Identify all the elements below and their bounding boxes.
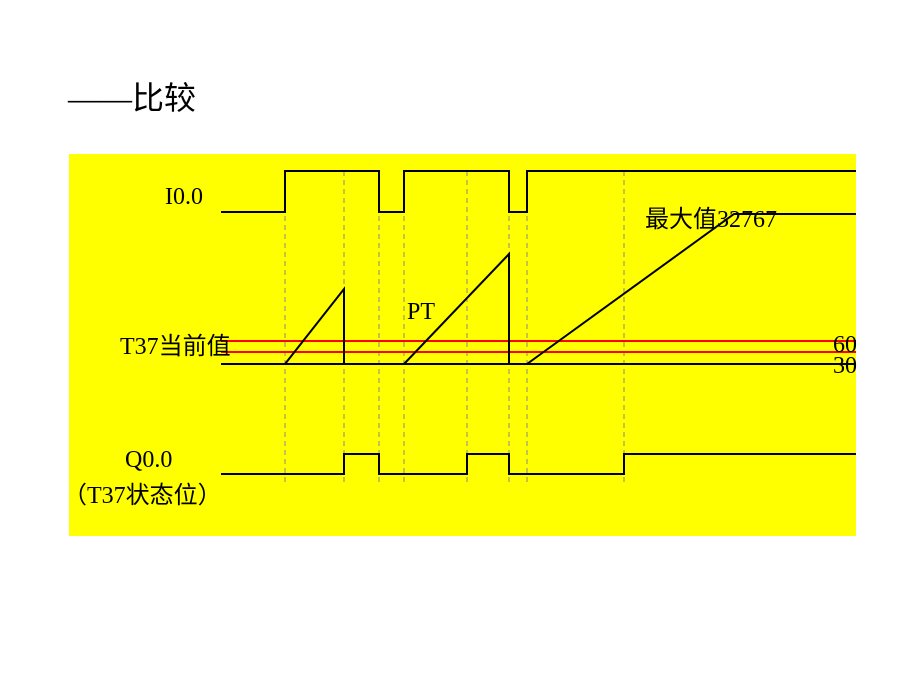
label-max: 最大值32767 <box>645 199 777 234</box>
label-pt: PT <box>407 299 435 326</box>
label-t37-status: （T37状态位） <box>63 475 222 510</box>
label-i00: I0.0 <box>165 184 203 211</box>
page-title: ——比较 <box>68 73 196 119</box>
label-q00: Q0.0 <box>125 447 172 474</box>
label-30: 30 <box>833 353 857 380</box>
label-t37-current: T37当前值 <box>120 326 231 361</box>
